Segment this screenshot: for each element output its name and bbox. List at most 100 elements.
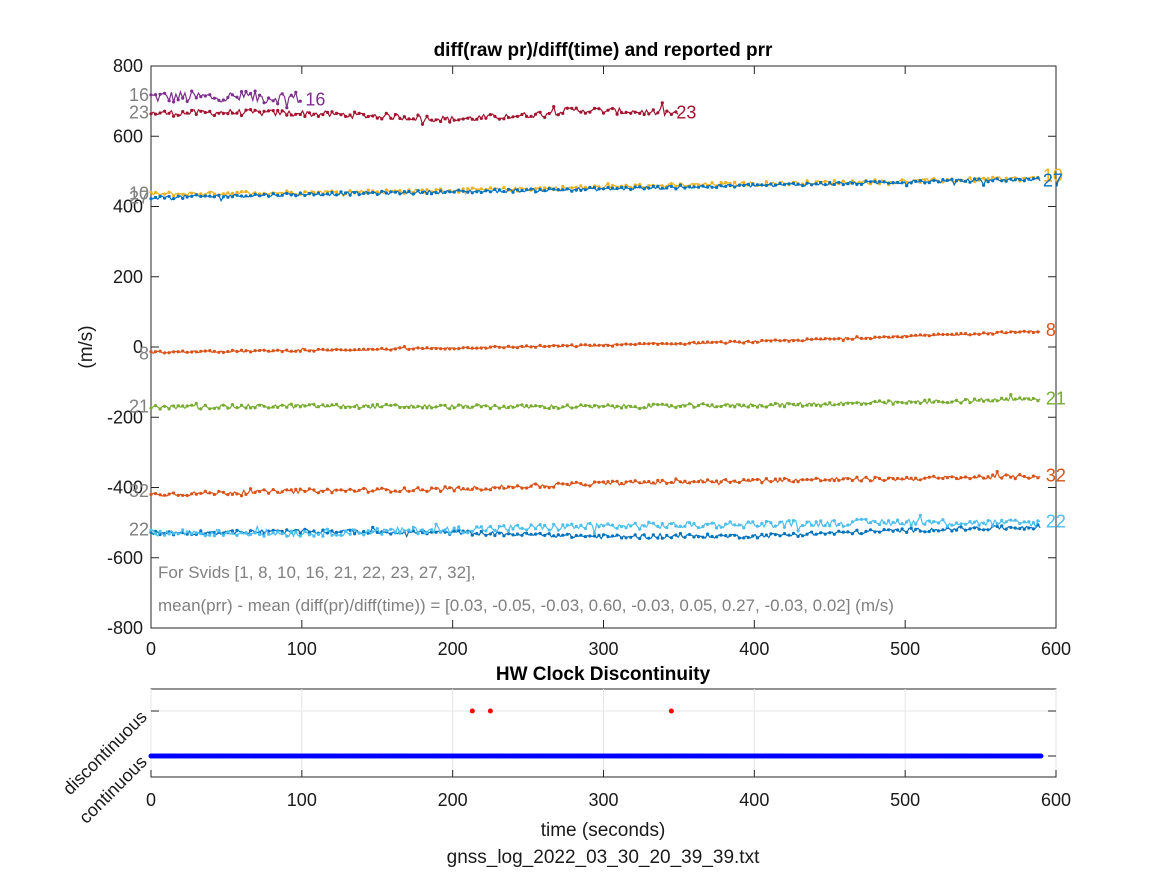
series-point-22 (520, 526, 524, 531)
series-point-22 (425, 530, 429, 535)
series-point-22 (606, 522, 610, 526)
series-point-16 (249, 91, 253, 96)
series-point-23 (484, 116, 488, 120)
series-point-8 (330, 348, 334, 352)
series-point-27 (764, 183, 769, 188)
series-point-32 (330, 491, 334, 495)
series-point-23 (629, 111, 633, 115)
series-point-22 (615, 526, 619, 530)
series-point-23 (579, 110, 583, 114)
series-point-1 (918, 529, 922, 533)
series-point-21 (172, 404, 176, 408)
bottom-x-tick-label: 200 (438, 790, 468, 810)
series-point-8 (267, 349, 271, 353)
series-point-27 (715, 185, 719, 190)
series-point-23 (583, 111, 588, 115)
series-point-1 (814, 532, 818, 536)
series-point-8 (733, 339, 737, 343)
series-point-1 (846, 530, 850, 534)
series-point-21 (280, 403, 284, 407)
series-point-23 (330, 110, 334, 114)
series-point-1 (597, 533, 601, 537)
series-markers-23 (149, 101, 678, 126)
series-point-32 (552, 485, 556, 489)
series-point-32 (380, 486, 384, 490)
series-point-23 (561, 111, 565, 115)
series-point-23 (353, 110, 357, 114)
series-point-32 (439, 489, 443, 493)
series-point-1 (900, 527, 904, 531)
series-point-32 (339, 488, 343, 492)
series-point-21 (312, 402, 316, 406)
series-point-23 (280, 109, 284, 113)
series-point-22 (244, 531, 248, 535)
series-point-23 (262, 109, 266, 113)
series-point-22 (271, 531, 275, 535)
series-point-22 (669, 522, 674, 526)
series-point-8 (547, 344, 551, 348)
series-point-22 (737, 523, 741, 527)
series-point-32 (728, 480, 732, 484)
series-point-22 (565, 523, 569, 527)
series-point-8 (791, 339, 796, 343)
series-point-32 (669, 480, 674, 485)
series-point-32 (805, 477, 809, 482)
series-point-1 (796, 534, 800, 539)
series-point-23 (633, 110, 637, 114)
series-point-22 (755, 524, 760, 528)
series-point-32 (841, 477, 845, 481)
series-point-27 (534, 190, 538, 194)
series-point-32 (724, 478, 728, 482)
series-point-22 (887, 519, 891, 523)
series-point-22 (176, 532, 180, 536)
series-point-32 (547, 486, 551, 490)
series-point-8 (556, 344, 560, 348)
series-point-27 (153, 195, 158, 199)
series-point-8 (158, 349, 162, 353)
series-point-27 (239, 194, 244, 198)
series-point-22 (547, 528, 551, 532)
series-point-21 (466, 405, 470, 409)
series-point-32 (497, 486, 501, 490)
series-markers-21 (149, 393, 1040, 411)
series-point-27 (443, 190, 447, 194)
series-point-32 (384, 488, 388, 492)
series-point-10 (466, 187, 470, 191)
series-point-22 (312, 534, 316, 538)
series-point-27 (796, 182, 800, 186)
series-point-10 (221, 192, 225, 196)
series-point-21 (556, 406, 560, 410)
series-point-27 (579, 188, 583, 192)
series-point-1 (692, 535, 696, 539)
series-point-1 (452, 529, 456, 533)
series-point-1 (588, 534, 592, 538)
series-point-21 (316, 405, 320, 409)
series-point-21 (968, 401, 972, 405)
series-point-32 (271, 488, 275, 492)
series-point-1 (493, 533, 497, 538)
series-point-32 (366, 490, 370, 494)
series-point-32 (633, 479, 637, 483)
series-point-21 (506, 405, 511, 410)
series-point-8 (823, 337, 827, 341)
series-point-10 (190, 191, 194, 195)
series-point-21 (493, 403, 497, 408)
series-point-32 (868, 479, 873, 483)
series-point-32 (389, 490, 393, 494)
series-point-32 (194, 492, 198, 496)
series-point-1 (375, 530, 379, 535)
series-point-32 (457, 485, 461, 489)
series-point-21 (552, 406, 556, 410)
series-point-22 (579, 523, 583, 527)
series-point-27 (592, 186, 597, 190)
series-point-23 (362, 112, 366, 117)
series-point-32 (298, 487, 302, 491)
series-point-23 (312, 112, 316, 116)
series-point-23 (172, 114, 176, 118)
series-point-22 (968, 520, 972, 524)
series-point-32 (629, 479, 633, 483)
series-point-22 (543, 523, 547, 527)
series-point-10 (153, 190, 158, 195)
series-point-1 (678, 531, 683, 536)
series-point-27 (963, 179, 968, 183)
